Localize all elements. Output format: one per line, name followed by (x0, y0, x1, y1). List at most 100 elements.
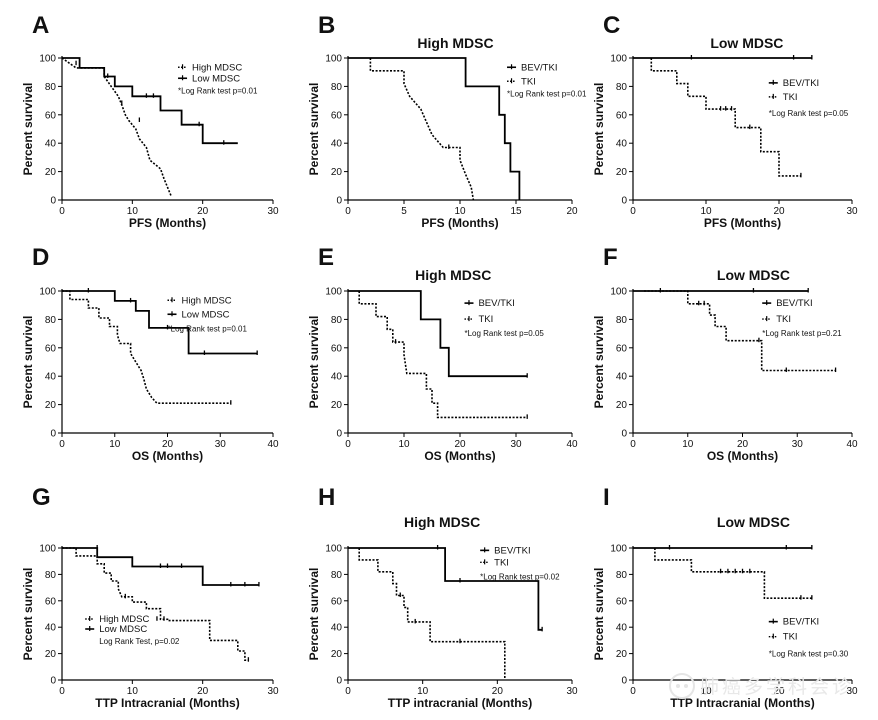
y-tick-label: 100 (610, 54, 627, 65)
legend-label: High MDSC (182, 295, 232, 306)
x-axis-label: TTP Intracranial (Months) (670, 696, 814, 710)
x-tick-label: 10 (682, 439, 694, 450)
series-line-tki (650, 58, 801, 177)
legend: BEV/TKI TKI *Log Rank test p=0.05 (768, 78, 849, 118)
x-tick-label: 10 (398, 439, 410, 450)
x-tick-label: 10 (417, 686, 429, 697)
legend-label: BEV/TKI (521, 62, 557, 73)
x-tick-label: 0 (630, 206, 636, 217)
panel-title: High MDSC (415, 267, 491, 283)
log-rank-note: *Log Rank test p=0.05 (464, 329, 544, 338)
y-axis-label: Percent survival (21, 83, 35, 176)
y-tick-label: 100 (610, 287, 627, 298)
legend: BEV/TKI TKI *Log Rank test p=0.01 (507, 62, 587, 98)
x-tick-label: 0 (345, 686, 351, 697)
panel-letter: I (603, 484, 610, 511)
y-tick-label: 40 (45, 372, 57, 383)
panel-title: High MDSC (404, 514, 480, 530)
y-tick-label: 100 (39, 287, 56, 298)
y-axis-label: Percent survival (21, 568, 35, 661)
y-tick-label: 100 (610, 544, 627, 555)
x-tick-label: 20 (737, 439, 749, 450)
y-tick-label: 0 (50, 429, 56, 440)
log-rank-note: *Log Rank test p=0.05 (769, 109, 849, 118)
y-axis-label: Percent survival (592, 568, 606, 661)
panel-c: C Low MDSC 0 20 40 60 80 100 0 10 20 30 PFS (Months)… (592, 12, 858, 230)
legend-label: TKI (521, 76, 536, 87)
x-tick-label: 0 (345, 439, 351, 450)
y-tick-label: 80 (331, 82, 343, 93)
x-tick-label: 20 (773, 686, 785, 697)
x-axis-label: PFS (Months) (129, 216, 206, 230)
y-axis-label: Percent survival (307, 568, 321, 661)
y-tick-label: 0 (50, 196, 56, 207)
y-tick-label: 0 (621, 196, 627, 207)
x-tick-label: 10 (700, 206, 712, 217)
legend-label: BEV/TKI (783, 78, 819, 89)
y-tick-label: 60 (331, 110, 343, 121)
log-rank-note: Log Rank Test, p=0.02 (99, 637, 180, 646)
legend-label: High MDSC (192, 62, 242, 73)
y-tick-label: 80 (331, 570, 343, 581)
y-tick-label: 80 (616, 82, 628, 93)
y-tick-label: 20 (45, 167, 57, 178)
panel-b: B High MDSC 0 20 40 60 80 100 0 5 10 15 20 PFS (Month… (307, 12, 587, 230)
y-axis-label: Percent survival (21, 316, 35, 409)
series-line-tki (358, 548, 506, 680)
panel-letter: G (32, 484, 51, 511)
y-tick-label: 20 (331, 167, 343, 178)
x-tick-label: 10 (700, 686, 712, 697)
y-tick-label: 20 (616, 167, 628, 178)
y-tick-label: 100 (39, 54, 56, 65)
y-tick-label: 0 (336, 196, 342, 207)
y-tick-label: 20 (45, 400, 57, 411)
panel-i: I Low MDSC 0 20 40 60 80 100 0 10 20 30 TTP Intracra… (592, 484, 858, 710)
series-line-bev-tki (348, 290, 528, 378)
panel-letter: C (603, 12, 620, 39)
series-line-low-mdsc (62, 290, 258, 355)
panel-e: E High MDSC 0 20 40 60 80 100 0 10 20 30 40 OS (Month… (307, 244, 578, 463)
legend-label: Low MDSC (182, 309, 230, 320)
legend: BEV/TKI TKI *Log Rank test p=0.21 (762, 298, 842, 338)
x-tick-label: 30 (566, 686, 578, 697)
panel-title: Low MDSC (710, 35, 783, 51)
x-axis-label: PFS (Months) (421, 216, 498, 230)
x-tick-label: 15 (510, 206, 522, 217)
legend-label: BEV/TKI (478, 298, 514, 309)
panel-h: H High MDSC 0 20 40 60 80 100 0 10 20 30 TTP intracr… (307, 484, 578, 710)
x-tick-label: 20 (773, 206, 785, 217)
y-tick-label: 80 (45, 570, 57, 581)
log-rank-note: *Log Rank test p=0.01 (168, 324, 248, 333)
y-tick-label: 80 (616, 315, 628, 326)
log-rank-note: *Log Rank test p=0.30 (769, 650, 849, 659)
y-tick-label: 40 (616, 372, 628, 383)
y-tick-label: 40 (331, 623, 343, 634)
y-tick-label: 100 (325, 54, 342, 65)
y-tick-label: 100 (325, 544, 342, 555)
y-tick-label: 40 (331, 372, 343, 383)
x-tick-label: 20 (197, 686, 209, 697)
legend-label: Low MDSC (99, 624, 147, 635)
x-tick-label: 30 (215, 439, 227, 450)
panel-a: A 0 20 40 60 80 100 0 10 20 30 PFS (Months) Percent … (21, 12, 279, 230)
x-axis-label: OS (Months) (132, 449, 203, 463)
y-tick-label: 0 (50, 676, 56, 687)
x-tick-label: 30 (267, 206, 279, 217)
y-tick-label: 60 (45, 343, 57, 354)
log-rank-note: *Log Rank test p=0.01 (178, 86, 258, 95)
x-tick-label: 5 (401, 206, 407, 217)
panel-letter: F (603, 244, 618, 271)
y-tick-label: 0 (621, 676, 627, 687)
y-tick-label: 60 (45, 110, 57, 121)
x-tick-label: 30 (846, 686, 858, 697)
log-rank-note: *Log Rank test p=0.02 (480, 572, 560, 581)
y-axis-label: Percent survival (307, 316, 321, 409)
x-axis-label: OS (Months) (707, 449, 778, 463)
y-tick-label: 40 (616, 139, 628, 150)
legend-label: TKI (494, 557, 509, 568)
legend-label: TKI (783, 92, 798, 103)
series-line-tki (644, 290, 836, 372)
